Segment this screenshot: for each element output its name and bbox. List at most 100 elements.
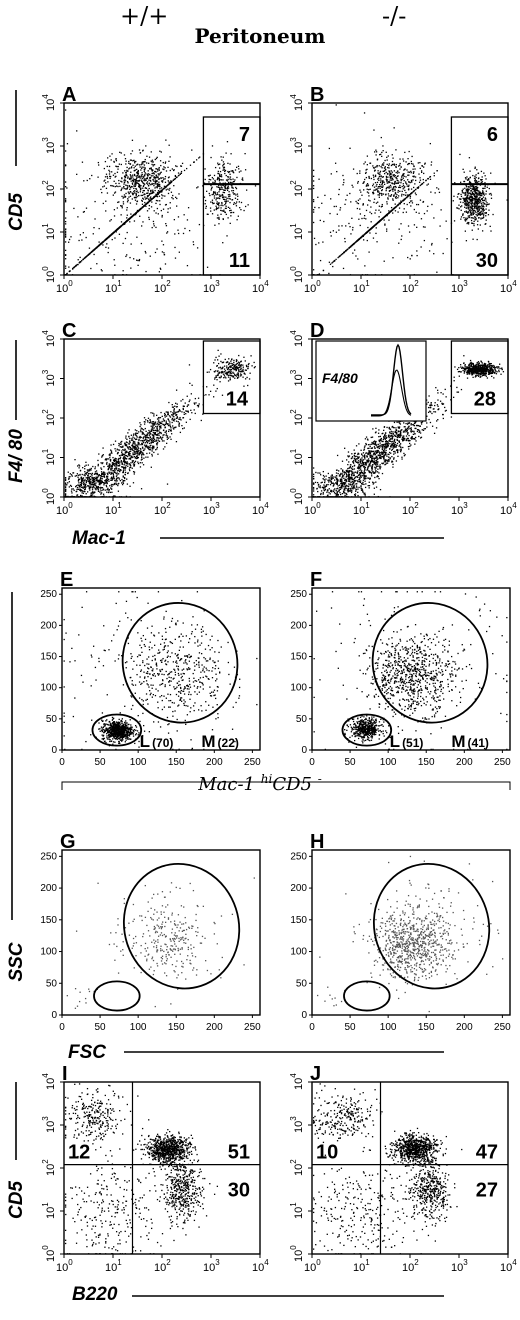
x-tick-label: 104 xyxy=(500,279,517,295)
x-tick-label: 101 xyxy=(105,1258,122,1274)
cd5-gate xyxy=(202,116,261,276)
x-tick-label: 0 xyxy=(59,757,65,768)
x-tick-exponent: 2 xyxy=(166,279,171,288)
y-tick-label: 150 xyxy=(290,652,307,663)
x-tick-label: 50 xyxy=(95,1022,107,1033)
y-axis-title-ssc: SSC xyxy=(6,942,27,981)
x-axis-title-b220: B220 xyxy=(72,1284,118,1305)
y-tick-exponent: 1 xyxy=(41,1202,50,1207)
panel-letter: A xyxy=(62,84,76,106)
y-tick-label: 50 xyxy=(46,714,58,725)
x-tick-exponent: 3 xyxy=(215,279,220,288)
gate-note: Mac-1 hiCD5 - xyxy=(198,772,322,795)
x-tick-exponent: 1 xyxy=(365,279,370,288)
y-tick-label: 103 xyxy=(289,369,305,386)
scatter-points xyxy=(312,104,508,276)
y-tick-exponent: 2 xyxy=(41,409,50,414)
panel-letter: G xyxy=(60,831,76,853)
plot-frame xyxy=(61,587,261,751)
scatter-points xyxy=(312,355,505,498)
x-tick-label: 150 xyxy=(168,757,185,768)
x-tick-label: 101 xyxy=(353,501,370,517)
x-tick-exponent: 1 xyxy=(117,1258,122,1267)
x-tick-label: 50 xyxy=(345,757,357,768)
y-tick-exponent: 0 xyxy=(289,266,298,271)
x-tick-label: 102 xyxy=(402,501,419,517)
x-tick-label: 150 xyxy=(418,757,435,768)
quadrant-value-upper-left: 12 xyxy=(68,1142,90,1164)
panel-letter: H xyxy=(310,831,324,853)
x-tick-exponent: 3 xyxy=(463,1258,468,1267)
y-tick-label: 102 xyxy=(289,180,305,197)
scatter-points xyxy=(316,855,504,1013)
x-tick-exponent: 0 xyxy=(68,279,73,288)
y-tick-label: 104 xyxy=(41,94,57,111)
y-tick-label: 100 xyxy=(289,1245,305,1262)
y-tick-label: 101 xyxy=(289,448,305,465)
y-tick-exponent: 0 xyxy=(41,1245,50,1250)
panel-f: F 00 50 50 100 100 150 150 200 200 250 250 L (51) M (41… xyxy=(290,569,511,768)
quadrant-value-lower-right: 27 xyxy=(476,1180,498,1202)
y-tick-label: 100 xyxy=(41,488,57,505)
x-tick-label: 0 xyxy=(309,1022,315,1033)
x-tick-label: 50 xyxy=(95,757,107,768)
y-tick-label: 104 xyxy=(41,1073,57,1090)
y-axis-title-f480: F4/ 80 xyxy=(6,429,27,483)
y-tick-exponent: 1 xyxy=(289,1202,298,1207)
x-tick-label: 200 xyxy=(456,1022,473,1033)
y-tick-label: 103 xyxy=(41,1116,57,1133)
x-tick-label: 250 xyxy=(494,1022,511,1033)
y-tick-exponent: 4 xyxy=(41,1073,50,1078)
gate-lymphocyte xyxy=(343,980,391,1012)
y-tick-label: 100 xyxy=(289,266,305,283)
y-tick-label: 102 xyxy=(41,180,57,197)
x-tick-exponent: 3 xyxy=(215,1258,220,1267)
x-tick-exponent: 1 xyxy=(117,501,122,510)
x-tick-label: 200 xyxy=(206,757,223,768)
panel-letter: C xyxy=(62,320,76,342)
x-tick-exponent: 2 xyxy=(414,501,419,510)
x-tick-label: 100 xyxy=(130,757,147,768)
plot-frame xyxy=(63,338,261,498)
y-tick-label: 0 xyxy=(51,1010,57,1021)
genotype-right-label: -/- xyxy=(382,2,407,30)
scatter-points xyxy=(63,591,258,751)
y-tick-exponent: 2 xyxy=(289,409,298,414)
y-tick-exponent: 4 xyxy=(289,330,298,335)
quadrant-value-upper-left: 10 xyxy=(316,1142,338,1164)
x-tick-label: 50 xyxy=(345,1022,357,1033)
x-tick-exponent: 0 xyxy=(316,1258,321,1267)
y-tick-label: 200 xyxy=(40,883,57,894)
x-tick-label: 104 xyxy=(252,279,269,295)
quadrant-value-upper-right: 47 xyxy=(476,1142,498,1164)
x-tick-label: 104 xyxy=(500,1258,517,1274)
x-tick-label: 101 xyxy=(353,279,370,295)
x-tick-exponent: 0 xyxy=(316,279,321,288)
x-tick-label: 0 xyxy=(59,1022,65,1033)
y-tick-label: 103 xyxy=(289,137,305,154)
x-tick-label: 250 xyxy=(494,757,511,768)
x-tick-label: 103 xyxy=(203,279,220,295)
x-tick-exponent: 4 xyxy=(512,1258,517,1267)
genotype-left-label: +/+ xyxy=(120,2,169,30)
x-tick-label: 100 xyxy=(380,1022,397,1033)
y-tick-exponent: 3 xyxy=(41,1116,50,1121)
gate-macrophage xyxy=(371,602,489,724)
panel-letter: F xyxy=(310,569,322,591)
y-tick-label: 104 xyxy=(41,330,57,347)
x-tick-label: 102 xyxy=(154,1258,171,1274)
y-tick-label: 100 xyxy=(290,683,307,694)
y-tick-exponent: 3 xyxy=(289,369,298,374)
quadrant-value-upper-right: 51 xyxy=(228,1142,250,1164)
x-tick-exponent: 0 xyxy=(68,501,73,510)
x-tick-exponent: 4 xyxy=(264,501,269,510)
x-tick-label: 103 xyxy=(451,279,468,295)
x-tick-exponent: 3 xyxy=(215,501,220,510)
x-tick-label: 0 xyxy=(309,757,315,768)
y-tick-label: 150 xyxy=(290,915,307,926)
scatter-points xyxy=(64,349,256,498)
y-tick-label: 102 xyxy=(289,1159,305,1176)
